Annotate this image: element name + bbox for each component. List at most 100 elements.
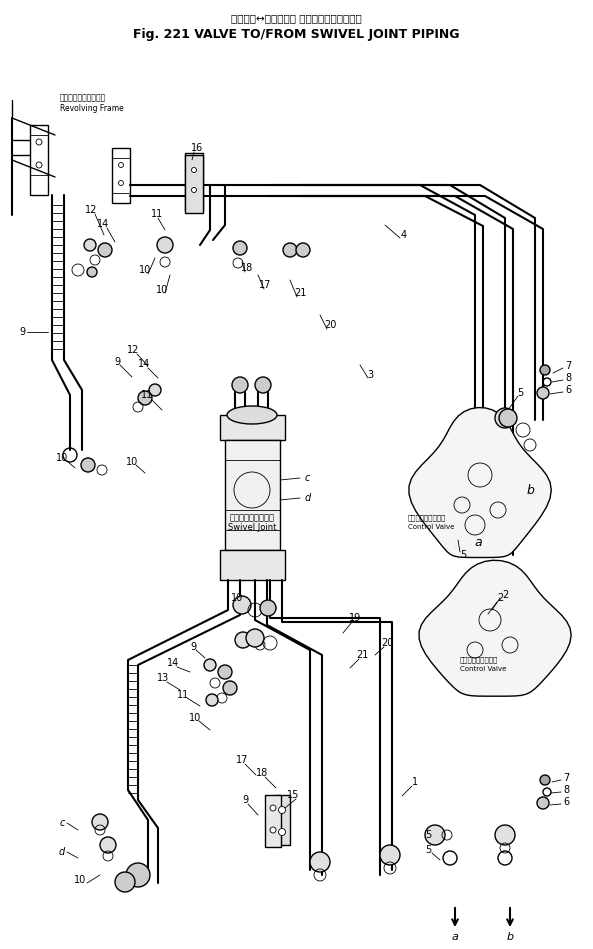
Text: 2: 2: [497, 593, 503, 603]
Circle shape: [192, 188, 196, 193]
Circle shape: [283, 243, 297, 257]
Circle shape: [81, 458, 95, 472]
Text: 14: 14: [138, 359, 150, 369]
Text: 6: 6: [563, 797, 569, 807]
Circle shape: [537, 387, 549, 399]
Circle shape: [270, 805, 276, 811]
Text: 11: 11: [151, 209, 163, 219]
Text: 21: 21: [356, 650, 368, 660]
Text: 10: 10: [231, 593, 243, 603]
Text: 8: 8: [565, 373, 571, 383]
Text: 14: 14: [97, 219, 109, 229]
Text: 9: 9: [114, 357, 120, 367]
Circle shape: [223, 681, 237, 695]
Circle shape: [233, 241, 247, 255]
Text: 7: 7: [565, 361, 571, 371]
Text: 8: 8: [563, 785, 569, 795]
Text: 11: 11: [177, 690, 189, 700]
Circle shape: [537, 797, 549, 809]
Text: 10: 10: [189, 713, 201, 723]
Circle shape: [87, 267, 97, 277]
Bar: [225, 440, 280, 550]
Text: 19: 19: [349, 613, 361, 623]
Circle shape: [495, 408, 515, 428]
Circle shape: [192, 168, 196, 173]
Text: c: c: [305, 473, 310, 483]
Circle shape: [425, 825, 445, 845]
Circle shape: [246, 629, 264, 647]
Text: 10: 10: [139, 265, 151, 275]
Text: b: b: [526, 483, 534, 496]
Text: 10: 10: [126, 457, 138, 467]
Circle shape: [218, 665, 232, 679]
Circle shape: [296, 243, 310, 257]
Circle shape: [36, 139, 42, 145]
Ellipse shape: [227, 406, 277, 424]
Text: バルブ　↔　スイベル ジョイントパイピング: バルブ ↔ スイベル ジョイントパイピング: [231, 13, 361, 23]
Text: 5: 5: [517, 388, 523, 398]
Text: 18: 18: [256, 768, 268, 778]
Circle shape: [540, 365, 550, 375]
Text: Swivel Joint: Swivel Joint: [228, 524, 276, 532]
Circle shape: [235, 632, 251, 648]
Text: Control Valve: Control Valve: [408, 524, 454, 530]
Text: 11: 11: [141, 390, 153, 400]
Bar: [220, 550, 285, 580]
Bar: [185, 153, 203, 211]
Circle shape: [36, 162, 42, 168]
Text: スイベルジョイント: スイベルジョイント: [229, 513, 275, 523]
Circle shape: [126, 863, 150, 887]
Text: 15: 15: [287, 790, 299, 800]
Text: 17: 17: [236, 755, 248, 765]
Text: 16: 16: [191, 143, 203, 153]
Circle shape: [119, 180, 123, 185]
Text: 6: 6: [565, 385, 571, 395]
Circle shape: [92, 814, 108, 830]
Text: 1: 1: [412, 777, 418, 787]
Circle shape: [206, 694, 218, 706]
Circle shape: [260, 600, 276, 616]
Text: 3: 3: [367, 370, 373, 380]
Text: a: a: [474, 535, 482, 549]
Text: 5: 5: [425, 830, 431, 840]
Bar: [112, 148, 130, 203]
Bar: [265, 795, 281, 847]
Circle shape: [100, 837, 116, 853]
Text: 18: 18: [241, 263, 253, 273]
Circle shape: [149, 384, 161, 396]
Text: 20: 20: [381, 638, 393, 648]
Text: 7: 7: [563, 773, 569, 783]
Circle shape: [380, 845, 400, 865]
Circle shape: [540, 775, 550, 785]
Circle shape: [115, 872, 135, 892]
Text: 2: 2: [502, 590, 508, 600]
Text: 20: 20: [324, 320, 336, 330]
Polygon shape: [419, 560, 571, 697]
Circle shape: [270, 827, 276, 833]
Text: 17: 17: [259, 280, 271, 290]
Text: 12: 12: [85, 205, 97, 215]
Bar: [275, 795, 290, 845]
Circle shape: [84, 239, 96, 251]
Text: 10: 10: [56, 453, 68, 463]
Circle shape: [119, 162, 123, 168]
Text: 5: 5: [425, 845, 431, 855]
Text: d: d: [305, 493, 311, 503]
Text: 9: 9: [242, 795, 248, 805]
Polygon shape: [409, 407, 551, 557]
Text: 10: 10: [74, 875, 86, 885]
Bar: [30, 125, 48, 195]
Circle shape: [279, 807, 285, 813]
Circle shape: [495, 825, 515, 845]
Text: Fig. 221 VALVE TO/FROM SWIVEL JOINT PIPING: Fig. 221 VALVE TO/FROM SWIVEL JOINT PIPI…: [133, 28, 459, 41]
Text: a: a: [451, 932, 458, 942]
Text: c: c: [60, 818, 65, 828]
Text: Control Valve: Control Valve: [460, 666, 506, 672]
Circle shape: [98, 243, 112, 257]
Text: 9: 9: [19, 327, 25, 337]
Text: コントロールバルブ: コントロールバルブ: [408, 514, 447, 521]
Circle shape: [232, 377, 248, 393]
Text: 21: 21: [294, 288, 306, 298]
Bar: [185, 155, 203, 213]
Text: 5: 5: [460, 550, 466, 560]
